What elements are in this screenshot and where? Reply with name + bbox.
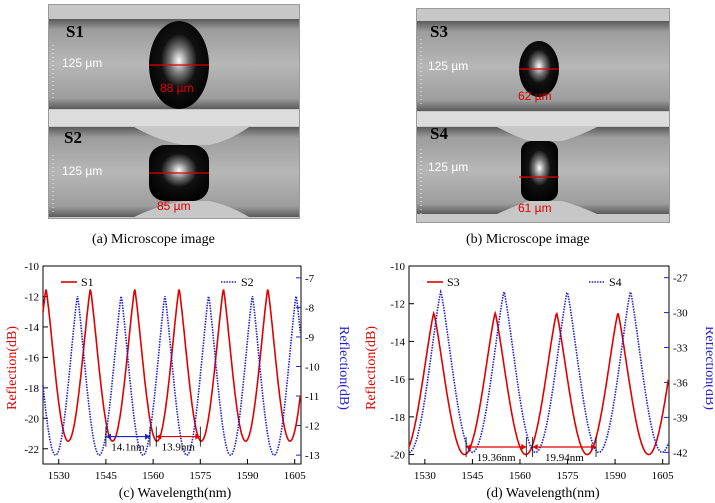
x-tick-label: 1530	[48, 470, 71, 482]
y-right-tick-label: -36	[673, 377, 688, 389]
y-left-tick-label: -10	[390, 261, 405, 273]
sample-label-s1: S1	[66, 22, 84, 41]
plot-frame-d	[408, 265, 670, 465]
y-left-tick-label: -14	[24, 322, 39, 334]
x-axis-caption-c: (c) Wavelength(nm)	[119, 486, 232, 501]
microscope-image-a	[48, 4, 300, 219]
annotation-arrowhead	[521, 444, 527, 451]
y-left-tick-label: -10	[24, 261, 39, 273]
fiber-width-label-s3: 125 µm	[428, 59, 469, 73]
y-left-tick-label: -12	[24, 291, 39, 303]
y-left-tick-label: -18	[24, 383, 39, 395]
y-right-tick-label: -33	[673, 343, 688, 355]
annotation-arrowhead	[105, 433, 111, 440]
reflection-chart-c: 1530 1545 1560 1575 1590 1605 -10 -12 -14 -16 -18 -…	[5, 261, 350, 501]
annotation-arrowhead	[591, 444, 597, 451]
legend-label: S4	[609, 275, 622, 289]
annotation-arrowhead	[156, 433, 162, 440]
reflection-chart-d: 1530 1545 1560 1575 1590 1605 -10 -12 -14 -16 -18 -…	[364, 261, 713, 501]
y-axis-label-left-c: Reflection(dB)	[5, 326, 20, 410]
x-tick-label: 1545	[461, 470, 484, 482]
annotation-arrowhead	[144, 433, 150, 440]
plot-frame-c	[42, 265, 302, 465]
y-axis-label-right-d: Reflection(dB)	[702, 326, 713, 410]
fiber-width-label-s1: 125 µm	[62, 56, 103, 70]
microscope-image-a-svg	[49, 5, 299, 218]
y-right-tick-label: -11	[305, 391, 319, 403]
annotation-arrowhead	[532, 444, 538, 451]
y-right-tick-label: -42	[673, 447, 688, 459]
annotation-label: 14.1nm	[111, 442, 145, 454]
annotation-label: 19.94nm	[545, 452, 584, 464]
x-tick-label: 1605	[652, 470, 675, 482]
bubble-diameter-s2: 85 µm	[157, 199, 191, 213]
caption-a: (a) Microscope image	[92, 232, 215, 247]
y-right-tick-label: -30	[673, 308, 688, 320]
y-axis-label-left-d: Reflection(dB)	[364, 326, 379, 410]
x-tick-label: 1575	[557, 470, 580, 482]
fiber-width-label-s4: 125 µm	[428, 160, 469, 174]
y-right-tick-label: -27	[673, 273, 688, 285]
y-left-tick-label: -16	[390, 374, 405, 386]
y-right-tick-label: -13	[305, 450, 320, 462]
y-left-tick-label: -12	[390, 299, 405, 311]
y-right-tick-label: -7	[305, 273, 315, 285]
annotation-label: 13.9nm	[162, 442, 196, 454]
x-tick-label: 1560	[509, 470, 531, 482]
y-right-tick-label: -39	[673, 412, 688, 424]
x-tick-label: 1560	[142, 470, 165, 482]
y-left-tick-label: -16	[24, 352, 39, 364]
y-left-tick-label: -20	[390, 450, 405, 462]
legend-label: S3	[447, 275, 460, 289]
annotation-label: 19.36nm	[477, 452, 516, 464]
legend-label: S1	[81, 275, 94, 289]
x-tick-label: 1530	[414, 470, 437, 482]
series-line-s3	[408, 310, 670, 456]
x-tick-label: 1590	[237, 470, 260, 482]
microscope-image-b-svg	[417, 9, 669, 222]
bubble-diameter-s1: 88 µm	[160, 81, 194, 95]
x-axis-caption-d: (d) Wavelength(nm)	[486, 486, 600, 501]
microscope-image-b	[416, 8, 670, 223]
y-right-tick-label: -9	[305, 332, 315, 344]
annotation-arrowhead	[466, 444, 472, 451]
sample-label-s4: S4	[430, 124, 448, 143]
y-right-tick-label: -10	[305, 361, 320, 373]
legend-label: S2	[241, 275, 254, 289]
series-line-s1	[42, 289, 302, 443]
y-left-tick-label: -20	[24, 413, 39, 425]
x-tick-label: 1575	[189, 470, 212, 482]
sample-label-s2: S2	[64, 128, 82, 147]
y-left-tick-label: -14	[390, 336, 405, 348]
fiber-width-label-s2: 125 µm	[62, 164, 103, 178]
caption-b: (b) Microscope image	[466, 232, 590, 247]
series-line-s2	[42, 296, 302, 456]
bubble-diameter-s4: 61 µm	[518, 201, 552, 215]
sample-label-s3: S3	[430, 22, 448, 41]
y-left-tick-label: -22	[24, 444, 39, 456]
y-right-tick-label: -12	[305, 421, 320, 433]
y-left-tick-label: -18	[390, 412, 405, 424]
x-tick-label: 1545	[95, 470, 118, 482]
x-tick-label: 1590	[604, 470, 627, 482]
annotation-arrowhead	[195, 433, 201, 440]
y-axis-label-right-c: Reflection(dB)	[336, 326, 350, 410]
x-tick-label: 1605	[284, 470, 307, 482]
y-right-tick-label: -8	[305, 302, 315, 314]
bubble-diameter-s3: 62 µm	[518, 89, 552, 103]
series-line-s4	[409, 288, 670, 454]
